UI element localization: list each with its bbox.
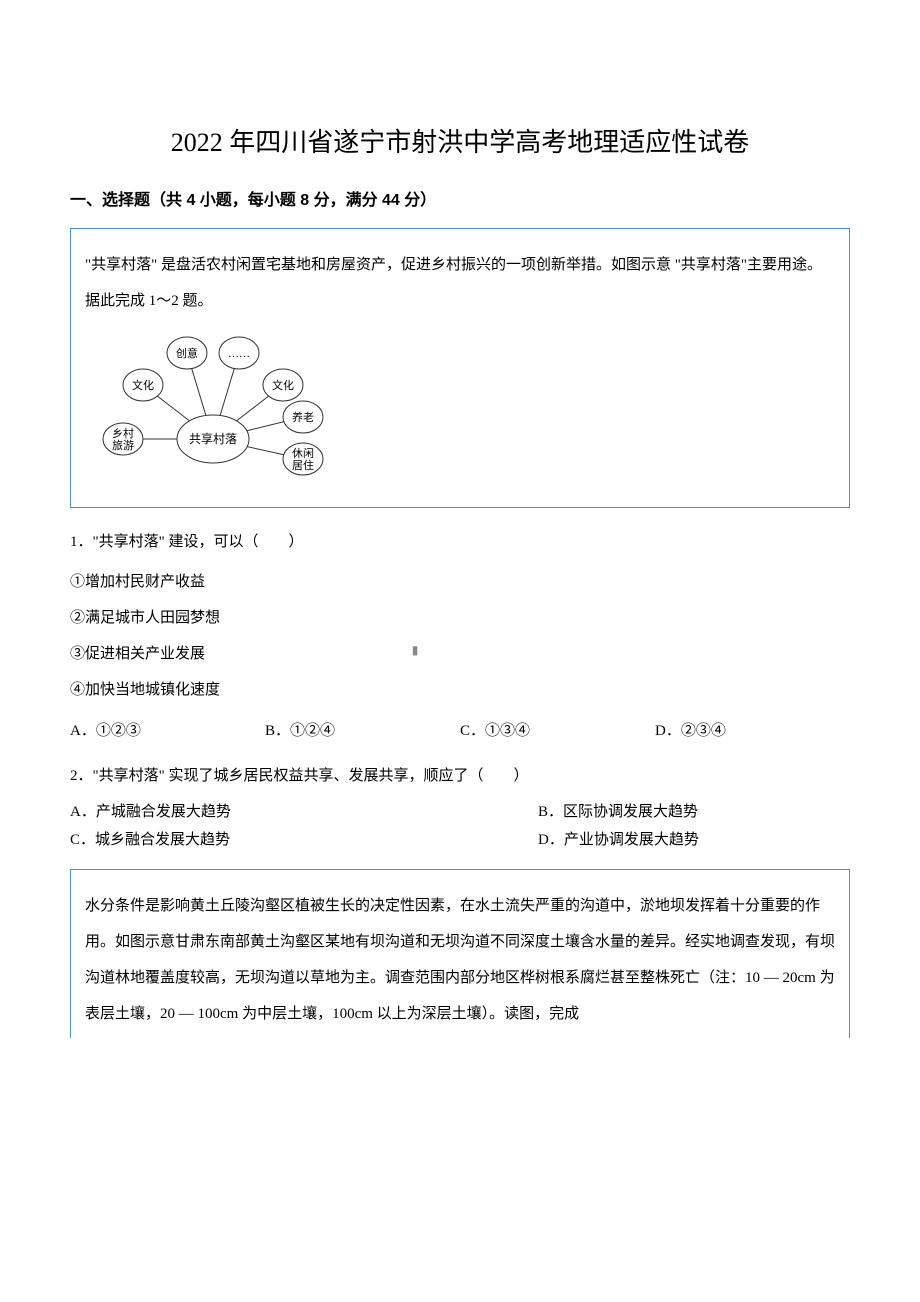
svg-text:文化: 文化 bbox=[132, 377, 154, 391]
q1-option-a: A．①②③ bbox=[70, 716, 265, 746]
diagram-svg: 共享村落 乡村旅游 文化 创意 …… 文化养老休闲居住 bbox=[95, 329, 355, 489]
section-heading: 一、选择题（共 4 小题，每小题 8 分，满分 44 分） bbox=[70, 187, 850, 216]
q1-stem: 1．"共享村落" 建设，可以（ ） bbox=[70, 524, 850, 560]
q1-option-c: C．①③④ bbox=[460, 716, 655, 746]
svg-text:养老: 养老 bbox=[292, 409, 314, 423]
cursor-mark: ▮ bbox=[412, 640, 419, 662]
question-2: 2．"共享村落" 实现了城乡居民权益共享、发展共享，顺应了（ ） A．产城融合发… bbox=[70, 758, 850, 855]
q1-option-b: B．①②④ bbox=[265, 716, 460, 746]
q2-option-a: A．产城融合发展大趋势 bbox=[70, 798, 538, 827]
q2-option-c: C．城乡融合发展大趋势 bbox=[70, 826, 538, 855]
q1-items: ①增加村民财产收益 ②满足城市人田园梦想 ③促进相关产业发展 ④加快当地城镇化速… bbox=[70, 564, 850, 708]
shared-village-diagram: 共享村落 乡村旅游 文化 创意 …… 文化养老休闲居住 bbox=[95, 329, 355, 489]
svg-text:乡村旅游: 乡村旅游 bbox=[112, 425, 134, 451]
svg-text:文化: 文化 bbox=[272, 377, 294, 391]
svg-text:休闲居住: 休闲居住 bbox=[292, 445, 314, 471]
q1-item: ③促进相关产业发展 bbox=[70, 636, 850, 672]
svg-text:创意: 创意 bbox=[176, 345, 198, 359]
passage-1-box: "共享村落" 是盘活农村闲置宅基地和房屋资产，促进乡村振兴的一项创新举措。如图示… bbox=[70, 228, 850, 508]
page-root: 2022 年四川省遂宁市射洪中学高考地理适应性试卷 一、选择题（共 4 小题，每… bbox=[70, 120, 850, 1038]
q2-option-d: D．产业协调发展大趋势 bbox=[538, 826, 850, 855]
q1-options: A．①②③ B．①②④ C．①③④ D．②③④ bbox=[70, 716, 850, 746]
q1-item: ④加快当地城镇化速度 bbox=[70, 672, 850, 708]
svg-text:……: …… bbox=[228, 347, 250, 359]
question-1: 1．"共享村落" 建设，可以（ ） ①增加村民财产收益 ②满足城市人田园梦想 ③… bbox=[70, 524, 850, 746]
passage-1-text: "共享村落" 是盘活农村闲置宅基地和房屋资产，促进乡村振兴的一项创新举措。如图示… bbox=[85, 247, 835, 319]
q1-item: ①增加村民财产收益 bbox=[70, 564, 850, 600]
q2-stem: 2．"共享村落" 实现了城乡居民权益共享、发展共享，顺应了（ ） bbox=[70, 758, 850, 794]
q2-option-b: B．区际协调发展大趋势 bbox=[538, 798, 850, 827]
q1-item: ②满足城市人田园梦想 bbox=[70, 600, 850, 636]
q1-option-d: D．②③④ bbox=[655, 716, 850, 746]
exam-title: 2022 年四川省遂宁市射洪中学高考地理适应性试卷 bbox=[70, 120, 850, 167]
passage-2-text: 水分条件是影响黄土丘陵沟壑区植被生长的决定性因素，在水土流失严重的沟道中，淤地坝… bbox=[85, 888, 835, 1032]
passage-2-box: 水分条件是影响黄土丘陵沟壑区植被生长的决定性因素，在水土流失严重的沟道中，淤地坝… bbox=[70, 869, 850, 1038]
svg-text:共享村落: 共享村落 bbox=[189, 431, 237, 446]
q2-options: A．产城融合发展大趋势 B．区际协调发展大趋势 C．城乡融合发展大趋势 D．产业… bbox=[70, 798, 850, 855]
